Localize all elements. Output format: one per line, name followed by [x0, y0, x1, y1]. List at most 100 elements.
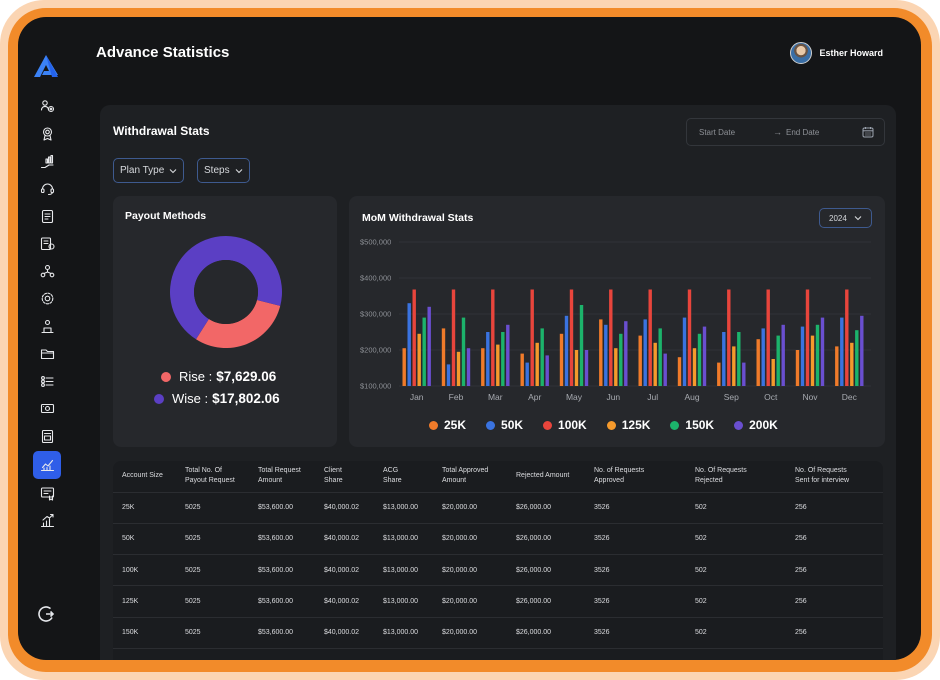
sidebar-item-trophy-user[interactable]	[34, 313, 60, 339]
bar-feb-50k[interactable]	[446, 364, 451, 386]
bar-apr-25k[interactable]	[520, 353, 524, 386]
sidebar-item-checklist[interactable]	[34, 368, 60, 394]
avatar[interactable]	[790, 42, 813, 64]
bar-feb-125k[interactable]	[456, 351, 461, 386]
sidebar-item-money-bill[interactable]	[34, 396, 60, 422]
bar-jan-50k[interactable]	[407, 303, 411, 386]
table-row[interactable]: 100K 5025 $53,600.00 $40,000.02 $13,000.00 $2…	[113, 554, 883, 586]
bar-nov-150k[interactable]	[815, 324, 820, 386]
bar-sep-150k[interactable]	[737, 332, 741, 386]
bar-may-200k[interactable]	[584, 350, 589, 386]
bar-sep-25k[interactable]	[717, 362, 721, 386]
sidebar-item-team-network[interactable]	[34, 258, 60, 284]
bar-aug-125k[interactable]	[692, 348, 697, 386]
legend-item-125k[interactable]: 125K	[606, 418, 650, 432]
sidebar-item-report-document[interactable]	[34, 231, 60, 257]
bar-jul-200k[interactable]	[663, 353, 667, 386]
sidebar-item-users-settings[interactable]	[34, 93, 60, 119]
bar-aug-150k[interactable]	[697, 333, 702, 386]
bar-feb-25k[interactable]	[441, 328, 446, 386]
bar-jul-50k[interactable]	[643, 319, 647, 386]
bar-feb-200k[interactable]	[466, 348, 471, 386]
bar-jan-125k[interactable]	[417, 333, 421, 386]
calendar-icon[interactable]	[862, 126, 874, 138]
bar-nov-125k[interactable]	[810, 335, 815, 386]
bar-apr-50k[interactable]	[525, 362, 529, 386]
bar-sep-125k[interactable]	[732, 346, 736, 386]
column-header[interactable]: Total Request Amount	[249, 461, 315, 492]
table-row[interactable]: 150K 5025 $53,600.00 $40,000.02 $13,000.00 $2…	[113, 616, 883, 649]
bar-dec-25k[interactable]	[835, 346, 839, 386]
bar-mar-25k[interactable]	[481, 348, 485, 386]
bar-jul-125k[interactable]	[653, 342, 657, 386]
bar-jul-100k[interactable]	[648, 289, 652, 387]
donut-slice-wise[interactable]	[170, 236, 282, 340]
legend-item-50k[interactable]: 50K	[486, 418, 523, 432]
bar-may-150k[interactable]	[579, 305, 584, 386]
bar-jul-150k[interactable]	[658, 328, 662, 386]
steps-dropdown[interactable]: Steps	[197, 158, 250, 183]
bar-jan-100k[interactable]	[412, 289, 416, 387]
bar-dec-100k[interactable]	[845, 289, 849, 387]
bar-dec-50k[interactable]	[840, 317, 844, 386]
column-header[interactable]: Total Approved Amount	[433, 461, 507, 492]
bar-apr-200k[interactable]	[545, 355, 549, 386]
user-profile[interactable]: Esther Howard	[790, 42, 883, 64]
bar-oct-25k[interactable]	[756, 339, 760, 386]
bar-jun-25k[interactable]	[599, 319, 603, 386]
bar-jun-200k[interactable]	[624, 321, 628, 386]
bar-nov-25k[interactable]	[795, 350, 800, 386]
bar-may-125k[interactable]	[574, 350, 579, 386]
bar-jun-50k[interactable]	[604, 324, 608, 386]
donut-slice-rise[interactable]	[195, 299, 281, 348]
bar-oct-100k[interactable]	[766, 289, 770, 387]
bar-jun-150k[interactable]	[619, 333, 623, 386]
bar-nov-100k[interactable]	[805, 289, 810, 387]
brand-logo-icon[interactable]	[32, 53, 60, 79]
bar-jul-25k[interactable]	[638, 335, 642, 386]
bar-mar-125k[interactable]	[496, 344, 500, 386]
table-row[interactable]: 125K 5025 $53,600.00 $40,000.02 $13,000.00 $2…	[113, 585, 883, 618]
start-date-input[interactable]: Start Date	[699, 128, 736, 137]
bar-sep-200k[interactable]	[742, 362, 746, 386]
table-row[interactable]: 50K 5025 $53,600.00 $40,000.02 $13,000.00 $20…	[113, 522, 883, 555]
sidebar-item-invoice[interactable]	[34, 423, 60, 449]
bar-oct-150k[interactable]	[776, 335, 780, 386]
bar-aug-25k[interactable]	[677, 357, 682, 386]
column-header[interactable]: No. of Requests Approved	[585, 461, 686, 492]
sidebar-item-document-list[interactable]	[34, 203, 60, 229]
bar-may-25k[interactable]	[559, 333, 564, 386]
bar-jun-100k[interactable]	[609, 289, 613, 387]
sidebar-item-folder[interactable]	[34, 341, 60, 367]
column-header[interactable]: No. Of Requests Rejected	[686, 461, 786, 492]
logout-icon[interactable]	[37, 605, 55, 623]
bar-nov-50k[interactable]	[800, 326, 805, 386]
sidebar-item-hand-chart[interactable]	[34, 148, 60, 174]
bar-sep-50k[interactable]	[722, 332, 726, 386]
column-header[interactable]: Account Size	[113, 461, 176, 492]
end-date-input[interactable]: End Date	[786, 128, 820, 137]
column-header[interactable]: ACG Share	[374, 461, 433, 492]
bar-jan-200k[interactable]	[427, 306, 431, 386]
bar-nov-200k[interactable]	[820, 317, 825, 386]
bar-mar-200k[interactable]	[506, 324, 510, 386]
sidebar-item-statistics-chart[interactable]	[33, 450, 61, 479]
legend-item-25k[interactable]: 25K	[429, 418, 466, 432]
column-header[interactable]: Client Share	[315, 461, 374, 492]
bar-sep-100k[interactable]	[727, 289, 731, 387]
legend-item-150k[interactable]: 150K	[670, 418, 714, 432]
bar-apr-150k[interactable]	[540, 328, 544, 386]
bar-oct-125k[interactable]	[771, 359, 775, 386]
legend-item-100k[interactable]: 100K	[543, 418, 587, 432]
bar-jun-125k[interactable]	[614, 348, 618, 386]
sidebar-item-certificate[interactable]	[34, 480, 60, 506]
bar-dec-150k[interactable]	[855, 330, 859, 386]
column-header[interactable]: Total No. Of Payout Request	[176, 461, 249, 492]
bar-aug-50k[interactable]	[682, 317, 687, 386]
bar-jan-150k[interactable]	[422, 317, 426, 386]
bar-feb-150k[interactable]	[461, 317, 466, 386]
sidebar-item-gear-group[interactable]	[34, 286, 60, 312]
sidebar-item-support-headset[interactable]	[34, 176, 60, 202]
bar-may-100k[interactable]	[569, 289, 574, 387]
table-row[interactable]	[113, 647, 883, 660]
